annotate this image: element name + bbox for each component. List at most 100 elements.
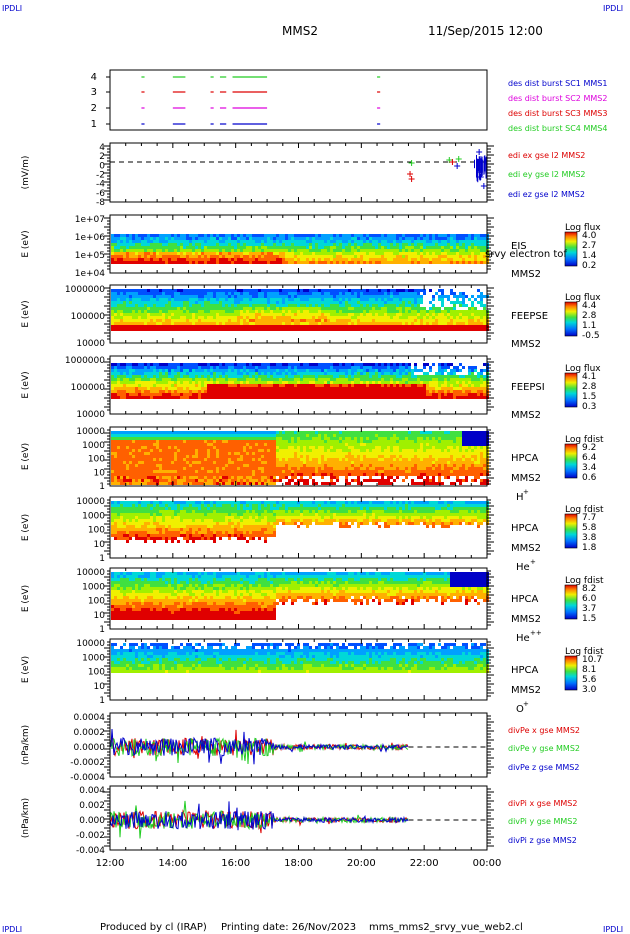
spectrogram-cell: [225, 316, 228, 319]
spectrogram-cell: [111, 313, 114, 316]
spectrogram-cell: [447, 366, 450, 369]
spectrogram-cell: [126, 249, 129, 252]
spectrogram-cell: [177, 381, 180, 384]
spectrogram-cell: [306, 319, 309, 322]
spectrogram-cell: [111, 473, 114, 476]
spectrogram-cell: [249, 298, 252, 301]
spectrogram-cell: [432, 393, 435, 396]
spectrogram-cell: [165, 295, 168, 298]
spectrogram-cell: [165, 319, 168, 322]
spectrogram-cell: [306, 240, 309, 243]
spectrogram-cell: [414, 298, 417, 301]
spectrogram-cell: [279, 255, 282, 258]
spectrogram-cell: [390, 289, 393, 292]
spectrogram-cell: [345, 372, 348, 375]
spectrogram-cell: [129, 476, 132, 479]
spectrogram-cell: [204, 393, 207, 396]
spectrogram-cell: [417, 304, 420, 307]
spectrogram-cell: [330, 240, 333, 243]
spectrogram-cell: [270, 295, 273, 298]
spectrogram-cell: [156, 381, 159, 384]
spectrogram-cell: [183, 252, 186, 255]
spectrogram-cell: [375, 375, 378, 378]
spectrogram-cell: [315, 310, 318, 313]
spectrogram-cell: [342, 249, 345, 252]
spectrogram-cell: [423, 240, 426, 243]
spectrogram-cell: [312, 249, 315, 252]
spectrogram-cell: [336, 319, 339, 322]
spectrogram-cell: [366, 292, 369, 295]
spectrogram-cell: [117, 440, 120, 443]
spectrogram-cell: [213, 310, 216, 313]
spectrogram-cell: [444, 234, 447, 237]
spectrogram-cell: [171, 378, 174, 381]
spectrogram-cell: [162, 366, 165, 369]
spectrogram-cell: [213, 289, 216, 292]
spectrogram-cell: [420, 310, 423, 313]
spectrogram-cell: [168, 372, 171, 375]
spectrogram-cell: [207, 313, 210, 316]
spectrogram-cell: [474, 310, 477, 313]
spectrogram-cell: [414, 384, 417, 387]
spectrogram-cell: [144, 381, 147, 384]
spectrogram-cell: [186, 390, 189, 393]
spectrogram-cell: [279, 249, 282, 252]
spectrogram-cell: [126, 390, 129, 393]
spectrogram-cell: [171, 325, 174, 328]
spectrogram-cell: [315, 322, 318, 325]
spectrogram-cell: [396, 240, 399, 243]
spectrogram-cell: [183, 313, 186, 316]
spectrogram-cell: [153, 375, 156, 378]
spectrogram-cell: [114, 440, 117, 443]
spectrogram-cell: [309, 378, 312, 381]
spectrogram-cell: [480, 387, 483, 390]
spectrogram-cell: [405, 295, 408, 298]
spectrogram-cell: [393, 322, 396, 325]
spectrogram-cell: [405, 249, 408, 252]
spectrogram-cell: [312, 375, 315, 378]
spectrogram-cell: [123, 476, 126, 479]
spectrogram-cell: [243, 363, 246, 366]
spectrogram-cell: [168, 252, 171, 255]
spectrogram-cell: [279, 396, 282, 399]
spectrogram-cell: [363, 390, 366, 393]
spectrogram-cell: [132, 255, 135, 258]
spectrogram-cell: [243, 298, 246, 301]
spectrogram-cell: [477, 384, 480, 387]
spectrogram-cell: [345, 255, 348, 258]
spectrogram-cell: [120, 390, 123, 393]
spectrogram-cell: [159, 458, 162, 461]
spectrogram-cell: [210, 381, 213, 384]
spectrogram-cell: [231, 384, 234, 387]
spectrogram-cell: [222, 325, 225, 328]
spectrogram-cell: [135, 455, 138, 458]
spectrogram-cell: [462, 387, 465, 390]
spectrogram-cell: [198, 396, 201, 399]
spectrogram-cell: [330, 289, 333, 292]
spectrogram-cell: [450, 316, 453, 319]
spectrogram-cell: [423, 393, 426, 396]
spectrogram-cell: [174, 375, 177, 378]
spectrogram-cell: [480, 258, 483, 261]
spectrogram-cell: [135, 467, 138, 470]
spectrogram-cell: [450, 363, 453, 366]
spectrogram-cell: [117, 310, 120, 313]
spectrogram-cell: [171, 455, 174, 458]
spectrogram-cell: [477, 381, 480, 384]
spectrogram-cell: [477, 372, 480, 375]
spectrogram-cell: [426, 319, 429, 322]
spectrogram-cell: [447, 246, 450, 249]
spectrogram-cell: [399, 237, 402, 240]
spectrogram-cell: [390, 378, 393, 381]
spectrogram-cell: [276, 301, 279, 304]
spectrogram-cell: [441, 234, 444, 237]
spectrogram-cell: [123, 473, 126, 476]
spectrogram-cell: [162, 437, 165, 440]
spectrogram-cell: [306, 307, 309, 310]
spectrogram-cell: [129, 310, 132, 313]
spectrogram-cell: [393, 258, 396, 261]
spectrogram-cell: [180, 261, 183, 264]
spectrogram-cell: [354, 261, 357, 264]
spectrogram-cell: [141, 452, 144, 455]
spectrogram-cell: [300, 292, 303, 295]
